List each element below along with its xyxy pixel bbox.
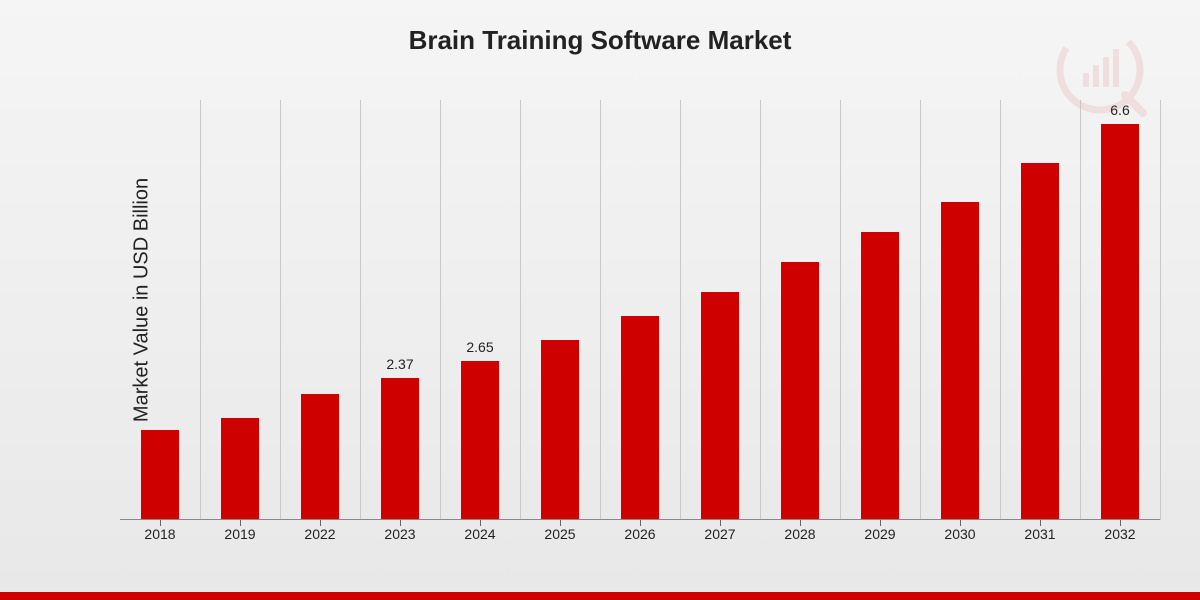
- bar-group: [301, 394, 339, 520]
- x-axis-label: 2024: [464, 526, 495, 542]
- x-axis-label: 2019: [224, 526, 255, 542]
- bar: [221, 418, 259, 520]
- bar-group: [621, 316, 659, 520]
- bar-value-label: 2.37: [386, 356, 413, 372]
- bar-group: [861, 232, 899, 520]
- bar-value-label: 2.65: [466, 339, 493, 355]
- bar: [621, 316, 659, 520]
- x-axis-label: 2025: [544, 526, 575, 542]
- x-axis-label: 2030: [944, 526, 975, 542]
- bar: [381, 378, 419, 520]
- bar: [301, 394, 339, 520]
- x-axis-label: 2026: [624, 526, 655, 542]
- bar: [701, 292, 739, 520]
- bar: [541, 340, 579, 520]
- bar-group: [1021, 163, 1059, 520]
- x-axis-label: 2031: [1024, 526, 1055, 542]
- gridline: [280, 100, 281, 520]
- footer-accent-bar: [0, 592, 1200, 600]
- x-axis-label: 2022: [304, 526, 335, 542]
- x-axis: 2018 2019 2022 2023 2024 2025 2026 2027 2028 2029…: [120, 520, 1160, 550]
- bar: [1101, 124, 1139, 520]
- chart-container: 2.37 2.65 6.6 2018 2019 2022 2023 2024 2025 2026…: [90, 100, 1160, 550]
- gridline: [440, 100, 441, 520]
- gridline: [1000, 100, 1001, 520]
- gridline: [200, 100, 201, 520]
- x-axis-label: 2029: [864, 526, 895, 542]
- bar: [1021, 163, 1059, 520]
- gridline: [520, 100, 521, 520]
- bar-group: [221, 418, 259, 520]
- bar-group: 2.37: [381, 356, 419, 520]
- x-axis-label: 2023: [384, 526, 415, 542]
- x-axis-label: 2027: [704, 526, 735, 542]
- x-axis-label: 2032: [1104, 526, 1135, 542]
- gridline: [920, 100, 921, 520]
- bar: [861, 232, 899, 520]
- gridline: [680, 100, 681, 520]
- bar: [461, 361, 499, 520]
- gridline: [760, 100, 761, 520]
- bar-value-label: 6.6: [1110, 102, 1129, 118]
- bar-group: [541, 340, 579, 520]
- plot-area: 2.37 2.65 6.6: [120, 100, 1160, 520]
- bar: [141, 430, 179, 520]
- gridline: [360, 100, 361, 520]
- gridline: [1160, 100, 1161, 520]
- gridline: [840, 100, 841, 520]
- gridline: [600, 100, 601, 520]
- bar-group: [701, 292, 739, 520]
- x-axis-label: 2028: [784, 526, 815, 542]
- bar: [941, 202, 979, 520]
- bar-group: 2.65: [461, 339, 499, 520]
- chart-title: Brain Training Software Market: [0, 0, 1200, 56]
- bar-group: [781, 262, 819, 520]
- x-axis-label: 2018: [144, 526, 175, 542]
- gridline: [1080, 100, 1081, 520]
- bar: [781, 262, 819, 520]
- bar-group: [941, 202, 979, 520]
- bar-group: [141, 430, 179, 520]
- bar-group: 6.6: [1101, 102, 1139, 520]
